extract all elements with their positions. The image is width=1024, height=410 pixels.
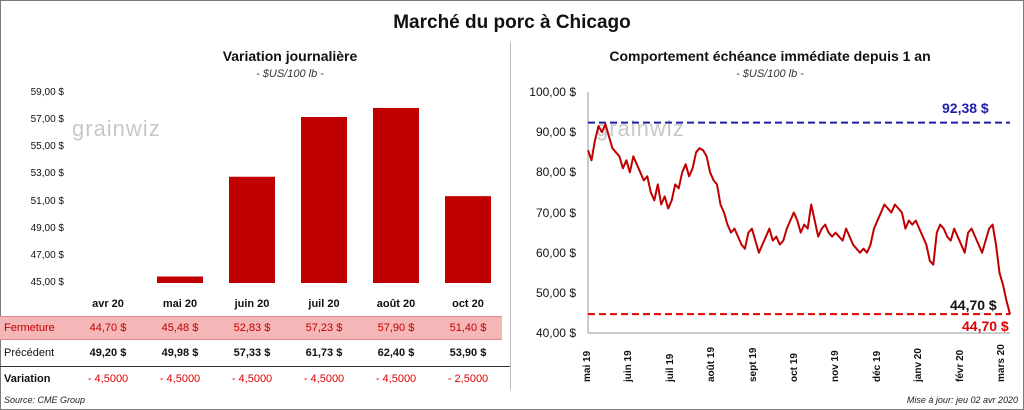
precedent-cell: 49,98 $ (161, 347, 199, 359)
bar (445, 196, 491, 283)
bar (229, 176, 275, 283)
left-y-tick-label: 59,00 $ (30, 87, 64, 98)
high-value-label: 92,38 $ (942, 100, 989, 116)
bar (301, 117, 347, 284)
right-x-tick-label: août 19 (706, 346, 718, 382)
variation-cell: - 2,5000 (447, 373, 489, 385)
right-y-tick-label: 40,00 $ (535, 326, 576, 340)
fermeture-cell: 51,40 $ (449, 322, 487, 334)
precedent-cell: 62,40 $ (377, 347, 415, 359)
left-watermark: grainwiz (72, 116, 161, 141)
left-y-tick-label: 57,00 $ (30, 114, 64, 126)
left-y-tick-label: 47,00 $ (30, 249, 64, 261)
left-x-tick-label: juin 20 (234, 298, 270, 310)
right-y-tick-label: 60,00 $ (535, 245, 576, 260)
source-note: Source: CME Group (4, 395, 86, 405)
page-title: Marché du porc à Chicago (393, 12, 631, 33)
right-chart-title: Comportement échéance immédiate depuis 1… (609, 48, 931, 64)
fermeture-cell: 44,70 $ (89, 322, 127, 334)
update-note: Mise à jour: jeu 02 avr 2020 (906, 395, 1018, 405)
fermeture-label: Fermeture (4, 322, 55, 334)
precedent-cell: 57,33 $ (233, 347, 271, 359)
fermeture-cell: 57,23 $ (305, 322, 343, 334)
right-x-tick-label: mai 19 (582, 350, 593, 382)
precedent-cell: 53,90 $ (449, 347, 487, 359)
bar (373, 107, 419, 283)
right-x-tick-label: oct 19 (789, 353, 800, 382)
right-y-tick-label: 80,00 $ (535, 165, 576, 180)
panel-divider (510, 42, 511, 390)
right-x-tick-label: juin 19 (623, 350, 635, 382)
fermeture-cell: 52,83 $ (233, 322, 271, 334)
right-x-tick-label: déc 19 (871, 350, 883, 382)
left-bar-chart (157, 107, 491, 284)
left-y-tick-label: 51,00 $ (30, 195, 64, 207)
precedent-cell: 49,20 $ (89, 347, 127, 359)
table-divider (0, 366, 510, 367)
precedent-cell: 61,73 $ (305, 347, 343, 359)
left-x-tick-label: juil 20 (308, 298, 340, 310)
right-x-tick-label: juil 19 (664, 353, 676, 382)
right-y-tick-label: 100,00 $ (529, 85, 576, 99)
precedent-label: Précédent (4, 347, 55, 359)
price-series-line (587, 123, 1011, 315)
variation-cell: - 4,5000 (87, 373, 129, 385)
right-x-tick-label: nov 19 (830, 350, 842, 382)
right-x-tick-label: sept 19 (747, 347, 759, 382)
left-x-tick-label: oct 20 (452, 298, 484, 310)
left-y-tick-label: 45,00 $ (30, 277, 64, 288)
fermeture-cell: 45,48 $ (161, 322, 199, 334)
precedent-row: Précédent 49,20 $ 49,98 $ 57,33 $ 61,73 $ 62… (0, 342, 502, 364)
variation-cell: - 4,5000 (231, 373, 273, 385)
right-y-tick-label: 90,00 $ (535, 125, 576, 140)
left-y-tick-label: 53,00 $ (30, 168, 64, 180)
right-x-tick-label: mars 20 (996, 344, 1007, 382)
left-chart-title: Variation journalière (222, 48, 358, 64)
left-x-tick-label: avr 20 (92, 298, 124, 310)
low-value-label: 44,70 $ (962, 318, 1009, 334)
right-watermark: grainwiz (596, 116, 685, 141)
left-y-tick-label: 49,00 $ (30, 222, 64, 234)
right-chart-unit: - $US/100 lb - (736, 68, 804, 80)
left-x-tick-label: août 20 (376, 298, 416, 310)
fermeture-row: Fermeture 44,70 $ 45,48 $ 52,83 $ 57,23 $ 57… (0, 316, 502, 340)
variation-cell: - 4,5000 (375, 373, 417, 385)
variation-label: Variation (4, 373, 51, 385)
right-y-tick-label: 50,00 $ (535, 285, 576, 300)
right-y-tick-label: 70,00 $ (535, 205, 576, 220)
right-x-tick-label: janv 20 (913, 348, 925, 382)
right-line-chart (587, 92, 1011, 334)
left-y-tick-label: 55,00 $ (30, 141, 64, 153)
left-chart-unit: - $US/100 lb - (256, 68, 324, 80)
variation-row: Variation - 4,5000 - 4,5000 - 4,5000 - 4,50… (0, 368, 502, 390)
last-value-label: 44,70 $ (950, 297, 997, 313)
variation-cell: - 4,5000 (303, 373, 345, 385)
fermeture-cell: 57,90 $ (377, 322, 415, 334)
left-x-tick-label: mai 20 (162, 298, 198, 310)
variation-cell: - 4,5000 (159, 373, 201, 385)
bar (157, 276, 203, 283)
right-x-tick-label: févr 20 (954, 349, 966, 382)
